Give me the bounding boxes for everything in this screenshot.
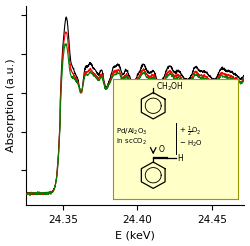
X-axis label: E (keV): E (keV) <box>115 231 155 240</box>
Text: Pd/Al$_2$O$_3$: Pd/Al$_2$O$_3$ <box>116 127 147 137</box>
Text: + $\frac{1}{2}$O$_2$: + $\frac{1}{2}$O$_2$ <box>179 125 202 139</box>
Text: in scCO$_2$: in scCO$_2$ <box>116 137 147 147</box>
Text: CH$_2$OH: CH$_2$OH <box>156 81 184 93</box>
Text: H: H <box>177 154 182 163</box>
Text: $-$ H$_2$O: $-$ H$_2$O <box>179 139 203 149</box>
Text: O: O <box>159 145 165 154</box>
Y-axis label: Absorption (a.u.): Absorption (a.u.) <box>6 59 16 152</box>
